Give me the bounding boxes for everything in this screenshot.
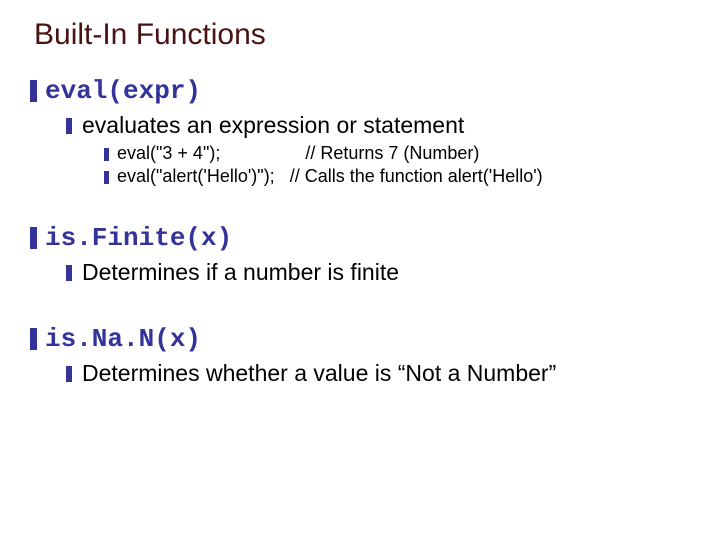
section-0-example-1: eval("alert('Hello')"); // Calls the fun… [117, 166, 543, 187]
section-0-sub-row: evaluates an expression or statement [66, 112, 690, 139]
bullet-icon [104, 148, 109, 161]
section-0-example-1-row: eval("alert('Hello')"); // Calls the fun… [104, 166, 690, 187]
section-0-heading-row: eval(expr) [30, 76, 690, 106]
bullet-icon [30, 328, 37, 350]
section-0-heading: eval(expr) [45, 76, 201, 106]
bullet-icon [30, 80, 37, 102]
section-gap [30, 189, 690, 223]
section-1-sub-row: Determines if a number is finite [66, 259, 690, 286]
section-0-example-0: eval("3 + 4"); // Returns 7 (Number) [117, 143, 479, 164]
section-1-sub: Determines if a number is finite [82, 259, 399, 286]
bullet-icon [66, 118, 72, 134]
slide-title: Built-In Functions [34, 18, 690, 52]
section-2-heading: is.Na.N(x) [45, 324, 201, 354]
bullet-icon [66, 366, 72, 382]
bullet-icon [66, 265, 72, 281]
section-2-sub: Determines whether a value is “Not a Num… [82, 360, 556, 387]
section-gap [30, 290, 690, 324]
section-2-sub-row: Determines whether a value is “Not a Num… [66, 360, 690, 387]
section-1-heading: is.Finite(x) [45, 223, 232, 253]
section-0-sub: evaluates an expression or statement [82, 112, 464, 139]
section-0-example-0-row: eval("3 + 4"); // Returns 7 (Number) [104, 143, 690, 164]
bullet-icon [30, 227, 37, 249]
section-2-heading-row: is.Na.N(x) [30, 324, 690, 354]
bullet-icon [104, 171, 109, 184]
section-1-heading-row: is.Finite(x) [30, 223, 690, 253]
